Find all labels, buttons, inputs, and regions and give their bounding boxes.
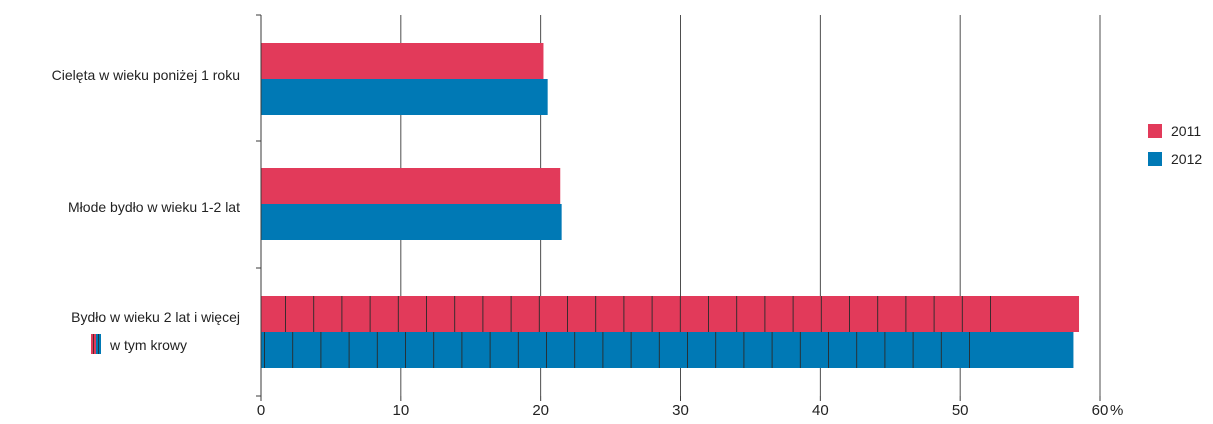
x-tick-label: 0 (257, 402, 265, 419)
krowy-label: w tym krowy (109, 337, 187, 353)
bar-series-2011-1 (261, 43, 544, 79)
legend-swatch-2011 (1148, 124, 1162, 138)
bar-series-2012-3 (261, 332, 1074, 368)
x-tick-label: 40 (812, 402, 829, 419)
legend-label-2012: 2012 (1171, 151, 1202, 167)
legend-label-2011: 2011 (1171, 123, 1201, 139)
legend-swatch-2012 (1148, 152, 1162, 166)
category-label: Cielęta w wieku poniżej 1 roku (52, 67, 240, 83)
x-tick-label: 20 (532, 402, 549, 419)
category-label: Bydło w wieku 2 lat i więcej (71, 309, 240, 325)
x-tick-label: 10 (392, 402, 409, 419)
x-tick-label: 30 (672, 402, 689, 419)
bar-series-2011-3 (261, 296, 1080, 332)
bar-series-2012-2 (261, 204, 562, 240)
x-tick-label: 60 (1092, 402, 1109, 419)
category-label: Młode bydło w wieku 1-2 lat (68, 199, 240, 215)
x-tick-label: 50 (952, 402, 969, 419)
bar-series-2012-1 (261, 79, 548, 115)
x-unit-label: % (1110, 402, 1123, 419)
bar-series-2011-2 (261, 168, 561, 204)
